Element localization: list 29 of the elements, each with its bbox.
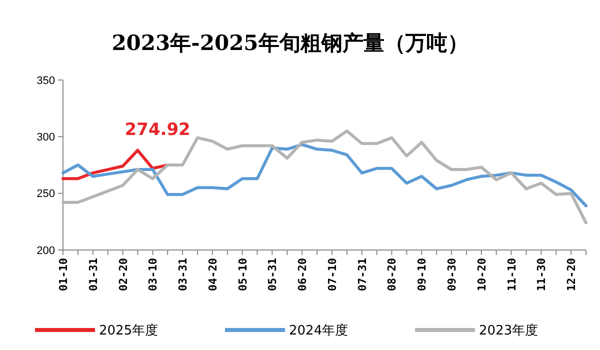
- legend-label: 2025年度: [99, 322, 158, 339]
- line-series: [62, 143, 588, 208]
- x-tick-label: 02-20: [116, 258, 130, 292]
- x-tick-label: 12-20: [565, 258, 578, 292]
- x-tick-label: 05-10: [236, 258, 250, 292]
- x-tick-label: 08-20: [386, 258, 399, 292]
- line-series: [62, 148, 170, 180]
- x-tick-label: 11-10: [505, 258, 518, 292]
- x-tick-label: 05-31: [266, 258, 280, 292]
- y-tick-label: 350: [36, 74, 55, 87]
- x-tick-label: 07-31: [356, 258, 369, 292]
- x-tick-label: 09-10: [416, 258, 429, 292]
- x-tick-label: 06-20: [296, 258, 310, 292]
- x-tick-label: 03-10: [146, 258, 160, 292]
- x-tick-label: 04-20: [206, 258, 220, 292]
- x-tick-label: 10-20: [475, 258, 488, 292]
- legend-label: 2024年度: [289, 322, 348, 339]
- x-tick-label: 11-30: [535, 258, 548, 292]
- x-tick-label: 09-30: [446, 258, 459, 292]
- x-tick-label: 03-31: [176, 258, 190, 292]
- chart-title: 2023年-2025年旬粗钢产量（万吨）: [112, 30, 468, 55]
- x-tick-label: 01-10: [57, 258, 70, 292]
- data-label: 274.92: [124, 120, 190, 140]
- y-tick-label: 250: [36, 188, 55, 200]
- y-tick-label: 200: [36, 244, 55, 257]
- y-tick-label: 300: [36, 132, 55, 144]
- legend-label: 2023年度: [479, 322, 538, 339]
- x-tick-label: 01-31: [86, 258, 100, 292]
- x-tick-label: 07-10: [326, 258, 339, 292]
